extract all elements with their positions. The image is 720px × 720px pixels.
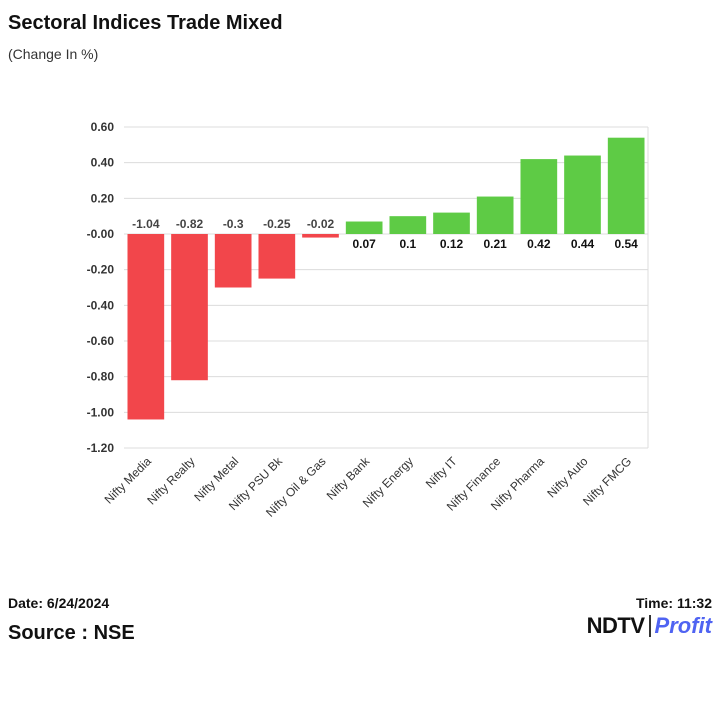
data-label: 0.54 [614, 237, 638, 251]
data-label: 0.07 [352, 237, 376, 251]
bar-chart: 0.60 0.40 0.20 -0.00 -0.20 -0.40 -0.60 -0.80 -1.… [87, 120, 649, 520]
bar [520, 159, 558, 234]
logo-product: Profit [654, 613, 712, 638]
data-label: -0.25 [263, 217, 291, 231]
bar [389, 216, 427, 234]
bar [127, 234, 165, 420]
data-label: 0.12 [440, 237, 464, 251]
bar [476, 196, 514, 234]
logo-separator [648, 615, 651, 637]
y-tick-label: -1.20 [87, 441, 115, 455]
bar [302, 234, 339, 238]
data-label: 0.44 [571, 237, 595, 251]
data-label: 0.21 [483, 237, 507, 251]
data-label: 0.42 [527, 237, 551, 251]
time-label: Time: 11:32 [635, 595, 712, 611]
bar [171, 234, 208, 381]
y-tick-label: 0.60 [91, 120, 115, 134]
source-label: Source : NSE [8, 622, 135, 644]
bar [258, 234, 296, 279]
date-label: Date: 6/24/2024 [8, 595, 110, 611]
x-tick-label: Nifty IT [423, 454, 460, 491]
data-label: -0.82 [176, 217, 204, 231]
y-tick-label: -0.60 [87, 334, 115, 348]
bar [345, 221, 383, 234]
chart-subtitle: (Change In %) [8, 46, 99, 62]
y-tick-label: -0.80 [87, 370, 115, 384]
data-label: -0.3 [223, 217, 244, 231]
bar [564, 155, 601, 234]
y-tick-label: -1.00 [87, 405, 115, 419]
data-label: -1.04 [132, 217, 160, 231]
y-tick-label: 0.20 [91, 191, 115, 205]
chart-title: Sectoral Indices Trade Mixed [8, 12, 283, 34]
x-tick-label: Nifty Realty [144, 454, 197, 507]
y-tick-label: -0.20 [87, 263, 115, 277]
y-tick-label: -0.00 [87, 227, 115, 241]
data-label: -0.02 [307, 217, 335, 231]
bar [607, 137, 645, 234]
ndtv-profit-logo: NDTV Profit [587, 613, 712, 639]
y-tick-label: -0.40 [87, 298, 115, 312]
y-tick-label: 0.40 [91, 156, 115, 170]
bar [433, 212, 470, 234]
data-label: 0.1 [399, 237, 416, 251]
bar [214, 234, 252, 288]
logo-brand: NDTV [586, 613, 645, 638]
